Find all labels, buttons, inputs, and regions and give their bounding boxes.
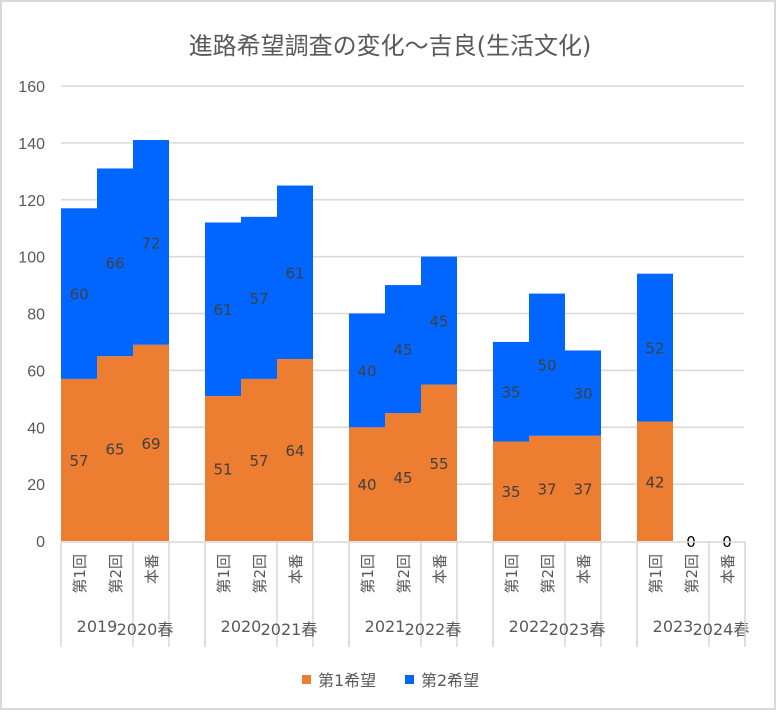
x-axis: 第1回 第2回 本番 第1回 第2回 本番 第1回 第2回 本番 第1回 第2回 本番 第1回 第2回 本番… [60, 541, 750, 647]
bar-first-choice[interactable] [205, 395, 241, 541]
legend-swatch-series-1 [302, 675, 311, 684]
legend-label-series-1[interactable]: 第1希望 [318, 671, 376, 690]
category-tick-label: 第1回 [71, 554, 89, 594]
group-label-spring: 2024春 [693, 620, 750, 639]
bar-first-choice[interactable] [565, 435, 601, 541]
data-label: 35 [501, 384, 520, 402]
legend[interactable]: 第1希望 第2希望 [302, 671, 479, 690]
bar-second-choice[interactable] [61, 208, 97, 379]
bars [61, 140, 673, 541]
bar-second-choice[interactable] [565, 350, 601, 436]
group-label-year: 2023 [653, 617, 694, 636]
bar-first-choice[interactable] [349, 427, 385, 541]
category-tick-label: 本番 [575, 554, 593, 584]
data-label: 45 [429, 313, 448, 331]
bar-first-choice[interactable] [61, 378, 97, 541]
category-tick-label: 第1回 [647, 554, 665, 594]
data-labels: 57 60 65 66 69 72 51 61 57 57 64 61 40 40 45 45 55 45 35 35… [69, 234, 731, 551]
data-label: 66 [105, 254, 124, 272]
y-tick-label: 140 [18, 136, 45, 153]
data-label: 30 [573, 385, 592, 403]
category-tick-label: 第2回 [395, 554, 413, 594]
data-label: 42 [645, 473, 664, 491]
category-tick-label: 第2回 [683, 554, 701, 594]
data-label: 51 [213, 460, 232, 478]
category-tick-label: 本番 [143, 554, 161, 584]
data-label: 57 [249, 290, 268, 308]
y-tick-label: 120 [18, 193, 45, 210]
category-tick-label: 本番 [719, 554, 737, 584]
data-label: 64 [285, 442, 304, 460]
chart-title: 進路希望調査の変化～吉良(生活文化) [189, 32, 592, 60]
data-label: 57 [69, 452, 88, 470]
bar-second-choice[interactable] [277, 185, 313, 359]
bar-first-choice[interactable] [493, 441, 529, 541]
data-label: 61 [285, 264, 304, 282]
data-label: 40 [357, 362, 376, 380]
bar-first-choice[interactable] [385, 413, 421, 541]
data-label: 72 [141, 234, 160, 252]
bar-second-choice[interactable] [97, 168, 133, 357]
group-label-spring: 2023春 [549, 620, 606, 639]
y-tick-label: 160 [18, 79, 45, 96]
bar-second-choice[interactable] [349, 313, 385, 428]
data-label: 37 [537, 480, 556, 498]
data-label: 35 [501, 483, 520, 501]
data-label: 55 [429, 455, 448, 473]
bar-first-choice[interactable] [97, 356, 133, 541]
bar-second-choice[interactable] [421, 256, 457, 385]
group-label-year: 2019 [77, 617, 118, 636]
data-label: 65 [105, 441, 124, 459]
data-label: 52 [645, 340, 664, 358]
bar-first-choice[interactable] [637, 421, 673, 541]
group-label-year: 2020 [221, 617, 262, 636]
group-label-year: 2022 [509, 617, 550, 636]
data-label: 45 [393, 469, 412, 487]
bar-second-choice[interactable] [529, 293, 565, 436]
data-label: 50 [537, 357, 556, 375]
category-tick-label: 第1回 [215, 554, 233, 594]
group-label-spring: 2021春 [261, 620, 318, 639]
category-tick-label: 第1回 [503, 554, 521, 594]
data-label: 61 [213, 301, 232, 319]
y-tick-label: 80 [27, 307, 45, 324]
category-tick-label: 本番 [287, 554, 305, 584]
category-tick-label: 本番 [431, 554, 449, 584]
group-label-spring: 2022春 [405, 620, 462, 639]
data-label: 37 [573, 480, 592, 498]
group-label-year: 2021 [365, 617, 406, 636]
bar-second-choice[interactable] [205, 222, 241, 396]
bar-second-choice[interactable] [241, 216, 277, 379]
group-label-spring: 2020春 [117, 620, 174, 639]
category-tick-label: 第2回 [251, 554, 269, 594]
data-label: 60 [69, 286, 88, 304]
legend-label-series-2[interactable]: 第2希望 [421, 671, 479, 690]
bar-first-choice[interactable] [277, 359, 313, 541]
bar-first-choice[interactable] [133, 344, 169, 541]
y-tick-label: 40 [27, 420, 45, 437]
bar-second-choice[interactable] [637, 273, 673, 422]
y-tick-label: 60 [27, 363, 45, 380]
category-tick-label: 第2回 [107, 554, 125, 594]
y-tick-label: 100 [18, 250, 45, 267]
bar-second-choice[interactable] [493, 341, 529, 442]
data-label: 69 [141, 435, 160, 453]
y-tick-label: 20 [27, 477, 45, 494]
category-tick-label: 第1回 [359, 554, 377, 594]
y-axis: 0 20 40 60 80 100 120 140 160 [18, 79, 45, 551]
y-tick-label: 0 [36, 534, 45, 551]
bar-first-choice[interactable] [529, 435, 565, 541]
bar-first-choice[interactable] [241, 378, 277, 541]
category-tick-label: 第2回 [539, 554, 557, 594]
bar-second-choice[interactable] [385, 285, 421, 414]
bar-second-choice[interactable] [133, 140, 169, 345]
legend-swatch-series-2 [405, 675, 414, 684]
bar-first-choice[interactable] [421, 384, 457, 541]
data-label: 57 [249, 452, 268, 470]
data-label: 40 [357, 476, 376, 494]
data-label: 45 [393, 341, 412, 359]
